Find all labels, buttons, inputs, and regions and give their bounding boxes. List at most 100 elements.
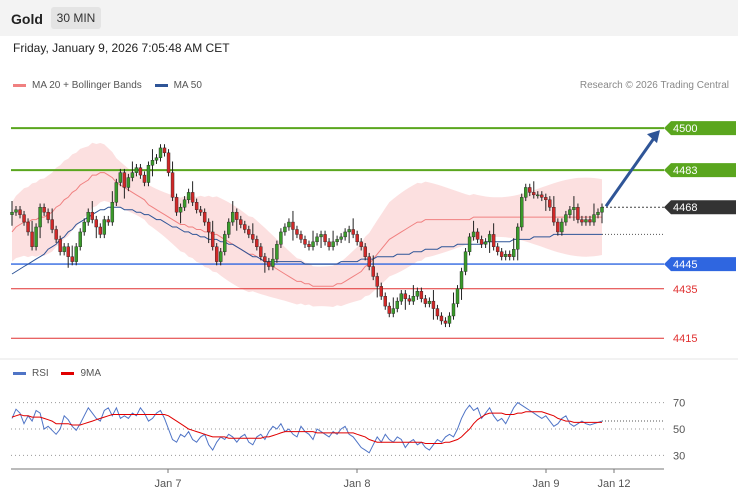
candle [367, 252, 371, 271]
candle [46, 208, 50, 224]
candle [166, 149, 171, 177]
candle [98, 223, 102, 239]
candle [528, 183, 532, 197]
candle [475, 228, 480, 244]
candle [415, 287, 420, 300]
candle [548, 196, 552, 211]
candle [243, 220, 247, 234]
candle [572, 196, 576, 221]
candle [30, 220, 34, 251]
candle [102, 215, 107, 239]
rsi-9ma-line [11, 411, 602, 444]
candle [106, 215, 111, 226]
candle [70, 245, 74, 266]
candle [259, 243, 263, 261]
candle [540, 191, 544, 202]
candle [110, 191, 115, 226]
rsi-tick-50: 50 [673, 424, 685, 436]
candle [584, 215, 588, 226]
candle [355, 230, 359, 246]
x-tick-label: Jan 7 [155, 478, 182, 490]
candle [22, 210, 26, 226]
instrument-title: Gold [11, 11, 43, 27]
candle [118, 168, 123, 187]
candle [271, 248, 275, 271]
candle [331, 230, 335, 251]
candle [255, 235, 259, 251]
candle [194, 198, 199, 214]
candle [592, 203, 596, 226]
candle [267, 257, 271, 271]
candle [600, 203, 604, 224]
candle [239, 215, 243, 229]
x-tick-label: Jan 9 [533, 478, 560, 490]
candle [556, 218, 560, 236]
candle [114, 178, 119, 206]
candle [411, 285, 416, 305]
candle [210, 220, 215, 251]
candle [223, 230, 227, 256]
candle [359, 238, 363, 251]
ma20-legend-label: MA 20 + Bollinger Bands [32, 80, 142, 91]
candle [588, 215, 592, 226]
candle [375, 272, 379, 298]
candle [154, 154, 159, 164]
ma20-line [11, 172, 602, 287]
candle [263, 252, 267, 273]
candle [86, 208, 90, 226]
candle [479, 235, 484, 249]
candle [467, 233, 472, 256]
level-tag-4500 [664, 121, 736, 136]
candle [182, 196, 187, 211]
candle [435, 304, 440, 320]
candle [403, 290, 408, 310]
candle [439, 312, 444, 325]
timeframe-button[interactable]: 30 MIN [51, 7, 101, 29]
candle [507, 250, 512, 261]
candle [463, 248, 468, 276]
ma50-legend-swatch [154, 83, 168, 87]
candle [447, 312, 452, 328]
level-label-4435: 4435 [673, 284, 697, 296]
level-tag-4445 [664, 257, 736, 272]
ma50-line [11, 206, 602, 275]
candle [138, 163, 143, 179]
candle [487, 230, 492, 253]
candle [198, 205, 203, 216]
candle [335, 235, 339, 246]
candle [38, 203, 42, 239]
level-tag-4483 [664, 163, 736, 178]
projection-arrow-head [647, 130, 660, 144]
candle [503, 250, 508, 261]
candle [291, 210, 295, 241]
candle [560, 218, 564, 236]
candle [94, 215, 98, 239]
rsi-tick-70: 70 [673, 398, 685, 410]
candle [214, 243, 219, 266]
candle [90, 201, 94, 224]
candle [150, 149, 155, 177]
candle [219, 248, 223, 266]
candle [459, 267, 464, 300]
candle [126, 173, 131, 192]
candle [247, 225, 251, 239]
candle [512, 238, 516, 261]
ma20-legend-swatch [13, 83, 26, 87]
candle [395, 297, 400, 313]
candle [576, 203, 580, 224]
candle [227, 218, 231, 239]
candle [202, 208, 207, 226]
candle [363, 243, 367, 261]
candle [190, 181, 195, 206]
candle [319, 230, 323, 249]
candle [423, 294, 428, 308]
candle [524, 183, 528, 202]
candle [568, 205, 572, 219]
rsi-legend-label: RSI [32, 368, 49, 379]
candle [66, 243, 70, 268]
candle [427, 297, 432, 308]
x-tick-label: Jan 12 [597, 478, 630, 490]
candle [307, 240, 311, 251]
candle [323, 230, 327, 246]
